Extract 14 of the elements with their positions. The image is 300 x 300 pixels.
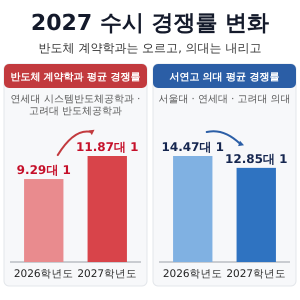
chart-title: 반도체 계약학과 평균 경쟁률 [10, 72, 141, 83]
chart-subtitle: 서울대 · 연세대 · 고려대 의대 [158, 94, 291, 105]
x-tick-label: 2026학년도 [162, 268, 223, 280]
x-tick-label: 2027학년도 [226, 268, 286, 280]
text: 반도체 계약학과는 오르고, 의대는 내리고 [38, 41, 262, 55]
text: 2027 수시 경쟁률 변화 [30, 11, 270, 36]
chart-subtitle: 연세대 시스템반도체공학과 · 고려대 반도체공학과 [10, 94, 140, 117]
data-label: 11.87대 1 [76, 140, 138, 154]
x-tick-label: 2026학년도 [14, 268, 74, 280]
x-tick-label: 2027학년도 [77, 268, 138, 280]
data-label: 9.29대 1 [16, 163, 71, 178]
data-label: 12.85대 1 [225, 152, 288, 166]
chart-title: 서연고 의대 평균 경쟁률 [169, 72, 280, 83]
data-label: 14.47대 1 [162, 140, 224, 154]
